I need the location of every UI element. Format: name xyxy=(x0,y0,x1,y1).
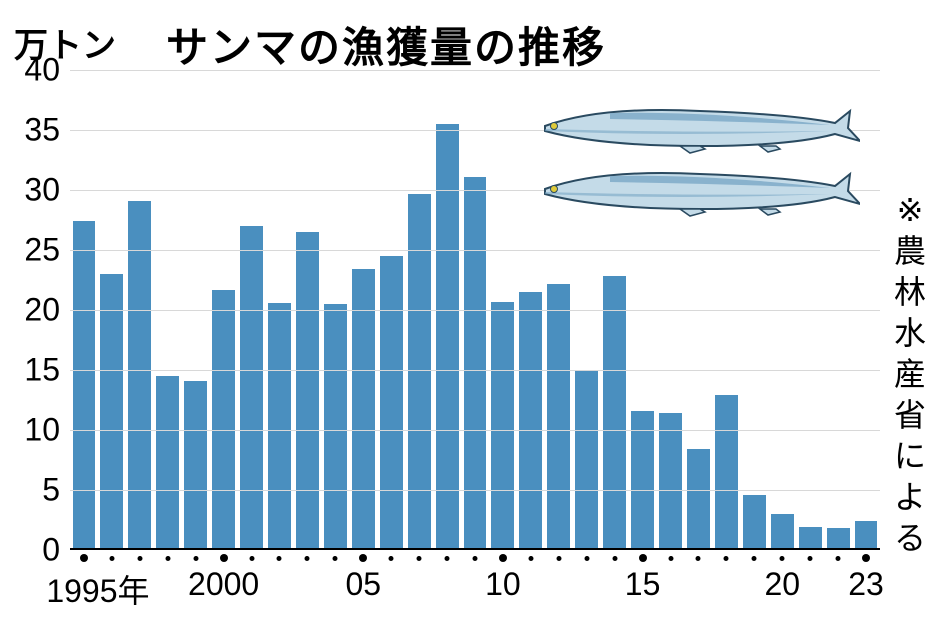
bar xyxy=(575,370,598,550)
x-axis-label: 1995年 xyxy=(46,566,149,612)
bar xyxy=(464,177,487,550)
x-tick-dot xyxy=(836,556,841,561)
bar xyxy=(631,411,654,550)
x-tick-dot xyxy=(862,554,870,562)
x-tick-dot xyxy=(556,556,561,561)
x-tick-dot xyxy=(277,556,282,561)
y-tick-label: 25 xyxy=(24,232,70,269)
x-tick-dot xyxy=(165,556,170,561)
gridline xyxy=(70,250,880,251)
y-tick-label: 40 xyxy=(24,52,70,89)
x-tick-dot xyxy=(528,556,533,561)
x-tick-dot xyxy=(193,556,198,561)
bar xyxy=(603,276,626,550)
bar xyxy=(547,284,570,550)
x-axis-line xyxy=(70,548,880,550)
bar xyxy=(268,303,291,550)
x-tick-dot xyxy=(137,556,142,561)
gridline xyxy=(70,490,880,491)
bar xyxy=(156,376,179,550)
x-tick-dot xyxy=(359,554,367,562)
bar xyxy=(184,381,207,550)
x-tick-dot xyxy=(612,556,617,561)
bar xyxy=(128,201,151,550)
x-tick-dot xyxy=(639,554,647,562)
bar xyxy=(771,514,794,550)
bar xyxy=(73,221,96,550)
bar xyxy=(743,495,766,550)
x-tick-dot xyxy=(249,556,254,561)
bar xyxy=(827,528,850,550)
gridline xyxy=(70,70,880,71)
x-axis-label: 2000 xyxy=(188,566,259,603)
x-tick-dot xyxy=(668,556,673,561)
x-tick-dot xyxy=(389,556,394,561)
bar xyxy=(491,302,514,550)
y-tick-label: 30 xyxy=(24,172,70,209)
bar xyxy=(352,269,375,550)
x-tick-dot xyxy=(808,556,813,561)
x-tick-dot xyxy=(696,556,701,561)
x-tick-dot xyxy=(584,556,589,561)
bar xyxy=(240,226,263,550)
x-tick-dot xyxy=(109,556,114,561)
source-note: ※農林水産省による xyxy=(892,190,928,559)
x-tick-dot xyxy=(473,556,478,561)
chart-container: サンマの漁獲量の推移 万トン ※農林水産省による 051015202530354… xyxy=(0,0,934,638)
bar xyxy=(687,449,710,550)
bar xyxy=(212,290,235,550)
x-axis-label: 10 xyxy=(485,566,521,603)
bar xyxy=(799,527,822,550)
bar xyxy=(659,413,682,550)
bar xyxy=(436,124,459,550)
y-tick-label: 5 xyxy=(42,472,70,509)
x-axis-label: 05 xyxy=(345,566,381,603)
x-tick-dot xyxy=(333,556,338,561)
x-axis-label: 15 xyxy=(625,566,661,603)
fish-illustration xyxy=(530,96,860,226)
x-tick-dot xyxy=(305,556,310,561)
gridline xyxy=(70,370,880,371)
bar xyxy=(715,395,738,550)
x-tick-dot xyxy=(417,556,422,561)
x-axis-label: 20 xyxy=(764,566,800,603)
bar xyxy=(296,232,319,550)
x-tick-dot xyxy=(724,556,729,561)
gridline xyxy=(70,430,880,431)
chart-title: サンマの漁獲量の推移 xyxy=(166,14,606,75)
bar xyxy=(324,304,347,550)
x-axis-label: 23 xyxy=(848,566,884,603)
bar xyxy=(519,292,542,550)
y-tick-label: 20 xyxy=(24,292,70,329)
x-tick-dot xyxy=(499,554,507,562)
x-tick-dot xyxy=(752,556,757,561)
y-tick-label: 15 xyxy=(24,352,70,389)
bar xyxy=(100,274,123,550)
bar xyxy=(380,256,403,550)
y-tick-label: 10 xyxy=(24,412,70,449)
bar xyxy=(408,194,431,550)
y-tick-label: 0 xyxy=(42,532,70,569)
y-tick-label: 35 xyxy=(24,112,70,149)
x-tick-dot xyxy=(445,556,450,561)
bar xyxy=(855,521,878,550)
gridline xyxy=(70,310,880,311)
x-tick-dot xyxy=(780,556,785,561)
x-tick-dot xyxy=(80,554,88,562)
x-tick-dot xyxy=(220,554,228,562)
